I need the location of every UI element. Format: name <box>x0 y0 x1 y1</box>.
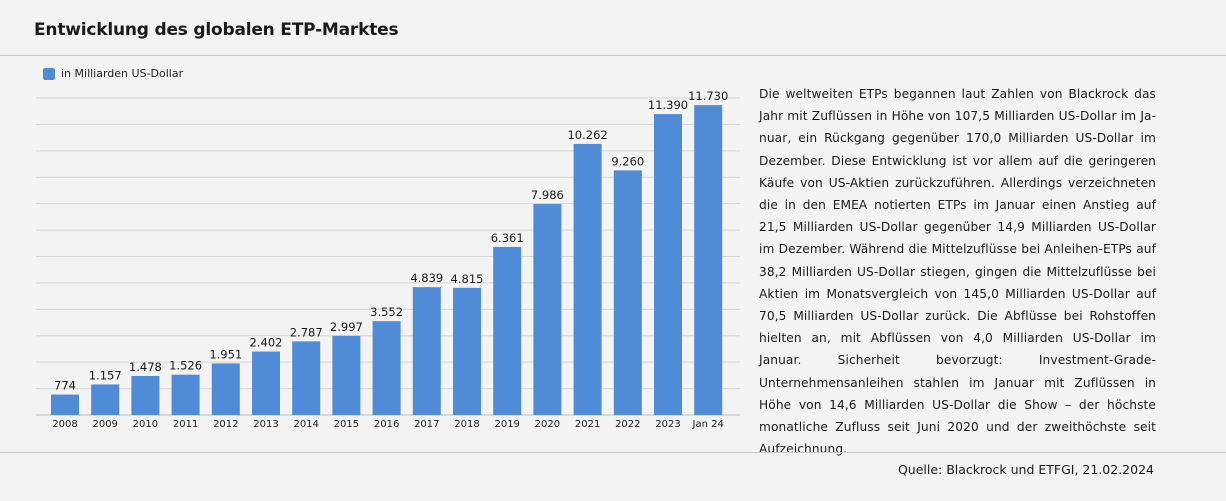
data-label: 1.951 <box>209 347 242 361</box>
x-tick-label: 2008 <box>52 419 77 430</box>
bar-2021 <box>573 143 602 415</box>
data-label: 10.262 <box>567 128 607 142</box>
body-text: Die weltweiten ETPs begannen laut Zahlen… <box>759 87 1156 457</box>
chart-title: Entwicklung des globalen ETP-Marktes <box>34 20 399 40</box>
data-label: 11.730 <box>688 89 728 103</box>
legend: in Milliarden US-Dollar <box>43 67 183 80</box>
x-tick-label: 2012 <box>213 419 238 430</box>
data-label: 7.986 <box>531 188 564 202</box>
bar-2012 <box>211 363 240 415</box>
bar-2019 <box>493 246 522 415</box>
x-tick-label: 2015 <box>334 419 359 430</box>
data-label: 2.787 <box>290 325 323 339</box>
bar-2017 <box>412 287 441 415</box>
x-tick-label: 2020 <box>535 419 560 430</box>
data-label: 11.390 <box>648 98 688 112</box>
bar-2008 <box>51 394 79 415</box>
x-tick-label: 2011 <box>173 419 198 430</box>
x-tick-label: 2016 <box>374 419 399 430</box>
bar-chart: 774 2008 1.157 2009 1.478 2010 1.526 2011 1.951 2… <box>36 89 740 430</box>
data-label: 6.361 <box>491 231 524 245</box>
bar-2023 <box>654 114 682 415</box>
data-label: 1.478 <box>129 360 162 374</box>
bar-2016 <box>372 321 401 415</box>
data-label: 2.997 <box>330 320 363 334</box>
bar-2015 <box>332 335 361 415</box>
x-tick-label: 2017 <box>414 419 439 430</box>
x-tick-label: 2013 <box>253 419 278 430</box>
bar-2014 <box>292 341 321 415</box>
data-label: 9.260 <box>611 154 644 168</box>
data-label: 2.402 <box>250 336 283 350</box>
bar-jan-24 <box>694 105 723 415</box>
legend-label: in Milliarden US-Dollar <box>61 67 184 80</box>
bar-2022 <box>613 170 642 415</box>
legend-swatch <box>43 67 55 80</box>
x-tick-label: 2019 <box>494 419 519 430</box>
data-label: 774 <box>54 379 76 393</box>
data-label: 1.157 <box>89 368 122 382</box>
footer-divider <box>0 452 1226 453</box>
x-tick-label: 2022 <box>615 419 640 430</box>
x-tick-label: Jan 24 <box>692 419 724 430</box>
x-tick-label: 2018 <box>454 419 479 430</box>
data-label: 4.839 <box>410 271 443 285</box>
bar-2013 <box>252 351 280 415</box>
data-label: 3.552 <box>370 305 403 319</box>
bar-2010 <box>131 375 160 415</box>
x-tick-label: 2010 <box>133 419 158 430</box>
x-tick-label: 2023 <box>655 419 680 430</box>
header: Entwicklung des globalen ETP-Marktes <box>0 0 1226 56</box>
source-note: Quelle: Blackrock und ETFGI, 21.02.2024 <box>897 462 1154 477</box>
data-label: 1.526 <box>169 359 202 373</box>
bar-2009 <box>91 384 120 415</box>
x-tick-label: 2009 <box>92 419 117 430</box>
data-label: 4.815 <box>451 272 484 286</box>
x-tick-label: 2021 <box>575 419 600 430</box>
bar-2020 <box>533 204 562 415</box>
bar-2011 <box>171 374 200 415</box>
bar-2018 <box>453 287 481 415</box>
x-tick-label: 2014 <box>293 419 318 430</box>
